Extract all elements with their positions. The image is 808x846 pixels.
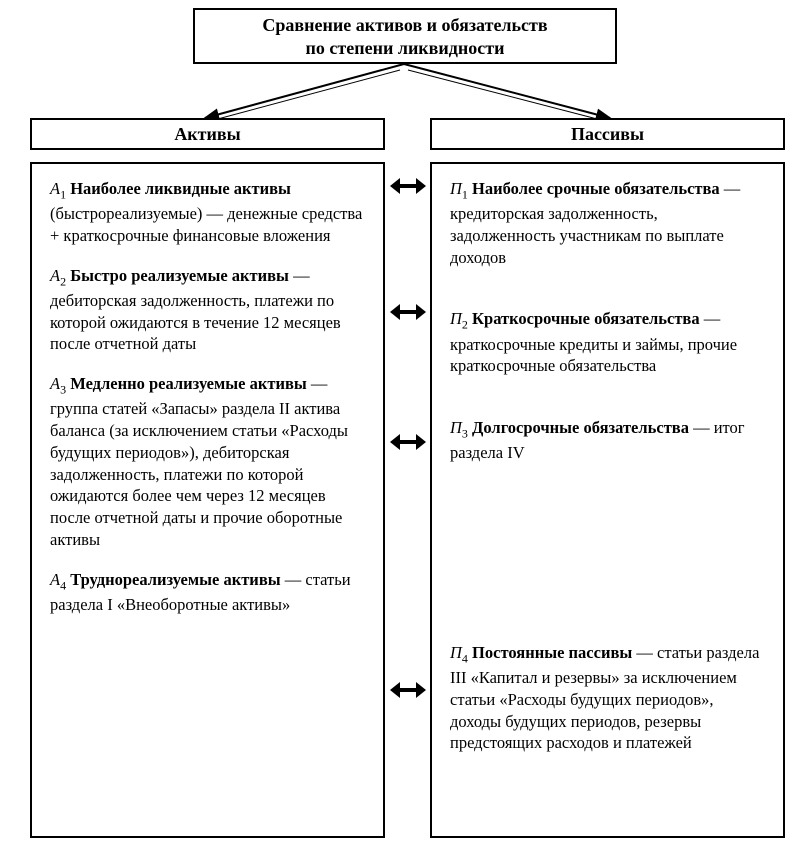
asset-3-desc: — группа статей «Запасы» раздела II акти…	[50, 374, 348, 549]
asset-1-var: А	[50, 179, 60, 198]
compare-arrow-1	[390, 178, 426, 194]
liabilities-header-text: Пассивы	[571, 124, 644, 144]
liab-item-3: П3 Долгосрочные обязательства — итог раз…	[450, 417, 767, 464]
diagram-root: Сравнение активов и обязательств по степ…	[0, 0, 808, 846]
title-line2: по степени ликвидности	[306, 38, 505, 58]
liab-1-title: Наиболее срочные обязательства	[472, 179, 720, 198]
spacer-2	[450, 395, 767, 417]
compare-arrow-4	[390, 682, 426, 698]
assets-body: А1 Наиболее ликвидные активы (быстрореал…	[30, 162, 385, 838]
liab-item-1: П1 Наиболее срочные обязательства — кред…	[450, 178, 767, 268]
liab-4-var: П	[450, 643, 462, 662]
liab-4-sub: 4	[462, 651, 468, 665]
asset-item-3: А3 Медленно реализуемые активы — группа …	[50, 373, 367, 550]
liab-1-sub: 1	[462, 187, 468, 201]
liab-4-title: Постоянные пассивы	[472, 643, 632, 662]
asset-2-sub: 2	[60, 274, 66, 288]
asset-1-sub: 1	[60, 187, 66, 201]
asset-4-var: А	[50, 570, 60, 589]
liabilities-body: П1 Наиболее срочные обязательства — кред…	[430, 162, 785, 838]
liab-2-title: Краткосрочные обязательства	[472, 309, 700, 328]
asset-2-var: А	[50, 266, 60, 285]
liab-2-var: П	[450, 309, 462, 328]
asset-2-title: Быстро реализуемые активы	[70, 266, 289, 285]
asset-1-desc: (быстрореализуемые) — денежные средства …	[50, 204, 362, 245]
asset-4-sub: 4	[60, 578, 66, 592]
compare-arrow-3	[390, 434, 426, 450]
title-box: Сравнение активов и обязательств по степ…	[193, 8, 617, 64]
asset-1-title: Наиболее ликвидные активы	[70, 179, 291, 198]
liab-3-sub: 3	[462, 426, 468, 440]
asset-item-1: А1 Наиболее ликвидные активы (быстрореал…	[50, 178, 367, 247]
liab-item-4: П4 Постоянные пассивы — статьи раздела I…	[450, 642, 767, 754]
liab-item-2: П2 Краткосрочные обязательства — краткос…	[450, 308, 767, 377]
title-line1: Сравнение активов и обязательств	[262, 15, 547, 35]
asset-3-title: Медленно реализуемые активы	[70, 374, 307, 393]
assets-header-text: Активы	[174, 124, 240, 144]
liab-1-var: П	[450, 179, 462, 198]
liabilities-header: Пассивы	[430, 118, 785, 150]
liab-2-sub: 2	[462, 318, 468, 332]
compare-arrow-2	[390, 304, 426, 320]
asset-4-title: Труднореализуемые активы	[70, 570, 280, 589]
assets-header: Активы	[30, 118, 385, 150]
asset-3-var: А	[50, 374, 60, 393]
spacer-1	[450, 286, 767, 308]
spacer-3	[450, 482, 767, 642]
liab-3-var: П	[450, 418, 462, 437]
asset-3-sub: 3	[60, 382, 66, 396]
asset-item-2: А2 Быстро реализуемые активы — дебиторск…	[50, 265, 367, 355]
asset-item-4: А4 Труднореализуемые активы — статьи раз…	[50, 569, 367, 616]
liab-3-title: Долгосрочные обязательства	[472, 418, 689, 437]
